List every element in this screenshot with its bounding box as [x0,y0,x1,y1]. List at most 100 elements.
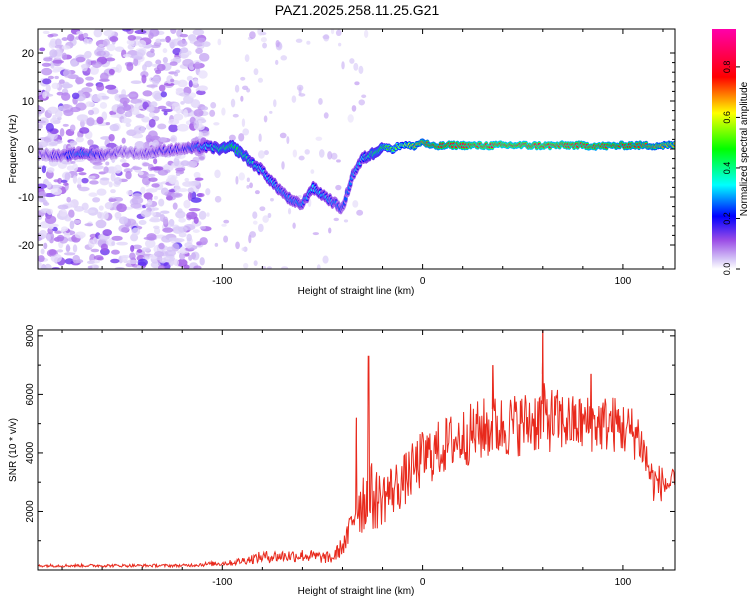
noise-speck [40,196,46,202]
noise-speck [61,52,68,61]
noise-speck [246,185,250,189]
noise-speck [297,194,302,199]
noise-speck [177,123,189,132]
noise-speck [99,72,109,81]
x-tick-label: 100 [615,577,632,588]
noise-speck [41,165,47,174]
noise-speck [126,39,135,45]
noise-speck [88,175,96,180]
colorbar-gradient [712,29,736,269]
noise-speck [122,29,132,32]
noise-speck [89,66,99,75]
noise-speck [269,110,273,114]
noise-speck [193,216,199,224]
noise-speck [121,137,126,144]
noise-speck [173,157,180,167]
noise-speck [105,57,116,62]
noise-speck [131,196,144,205]
noise-speck [322,255,329,264]
noise-speck [45,181,52,189]
noise-speck [98,44,105,48]
noise-speck [253,260,258,266]
noise-speck [335,184,342,191]
x-tick-label: 100 [615,276,632,287]
noise-speck [193,171,201,179]
noise-speck [195,47,203,55]
noise-speck [43,202,50,206]
noise-speck [57,177,63,184]
noise-speck [56,249,64,253]
y-tick-label: 2000 [25,500,36,523]
noise-speck [136,49,146,57]
noise-speck [98,205,104,211]
noise-speck [72,254,81,264]
noise-speck [235,175,239,185]
noise-speck [46,167,55,173]
noise-speck [48,142,58,146]
noise-speck [133,57,139,67]
noise-speck [78,186,90,192]
noise-speck [354,81,360,86]
colorbar-ticks: 0.0 0.2 0.4 0.6 0.8 [722,61,740,275]
noise-speck [150,166,161,171]
noise-speck [168,257,175,267]
noise-speck [161,108,173,113]
noise-speck [96,188,107,196]
noise-speck [160,210,170,214]
noise-speck [188,80,193,88]
noise-speck [249,31,256,40]
noise-speck [244,54,250,62]
noise-speck [68,209,75,218]
noise-speck [253,68,259,76]
noise-speck [83,209,96,214]
noise-speck [196,90,206,96]
noise-speck [306,40,311,45]
x-tick-label: -100 [212,276,232,287]
noise-speck [127,93,137,98]
noise-speck [157,169,169,176]
noise-speck [61,179,68,184]
noise-speck [137,258,148,267]
noise-speck [280,55,288,61]
noise-speck [73,219,81,224]
noise-speck [131,227,141,236]
noise-speck [146,84,158,88]
noise-speck [102,211,109,220]
noise-speck [116,106,126,115]
noise-speck [61,37,69,41]
noise-speck [62,103,70,109]
noise-speck [120,254,130,259]
noise-speck [230,98,236,108]
noise-speck [45,84,51,93]
noise-speck [169,61,178,66]
noise-speck [186,233,192,242]
noise-speck [356,209,364,216]
noise-speck [164,82,175,86]
noise-speck [81,177,89,184]
noise-speck [64,258,75,265]
noise-speck [235,241,240,250]
noise-speck [223,235,229,243]
snr-y-label: SNR (10 * v/v) [8,418,19,482]
noise-speck [130,98,143,104]
noise-speck [62,81,71,89]
colorbar-tick-label: 0.6 [722,111,732,124]
noise-speck [191,251,200,261]
noise-speck [170,135,178,143]
noise-speck [187,187,194,194]
snr-axes: -100 0 100 2000 4000 6000 8000 [25,324,675,588]
noise-speck [140,209,152,218]
snr-x-label: Height of straight line (km) [298,586,415,597]
noise-speck [41,62,52,67]
noise-speck [351,105,357,112]
noise-speck [94,48,105,57]
noise-speck [169,39,176,49]
noise-speck [267,212,272,219]
noise-speck [186,211,198,220]
noise-speck [87,139,94,146]
noise-speck [183,109,189,118]
noise-speck [187,34,197,42]
noise-speck [177,79,188,88]
noise-speck [38,191,47,197]
noise-speck [147,130,158,140]
